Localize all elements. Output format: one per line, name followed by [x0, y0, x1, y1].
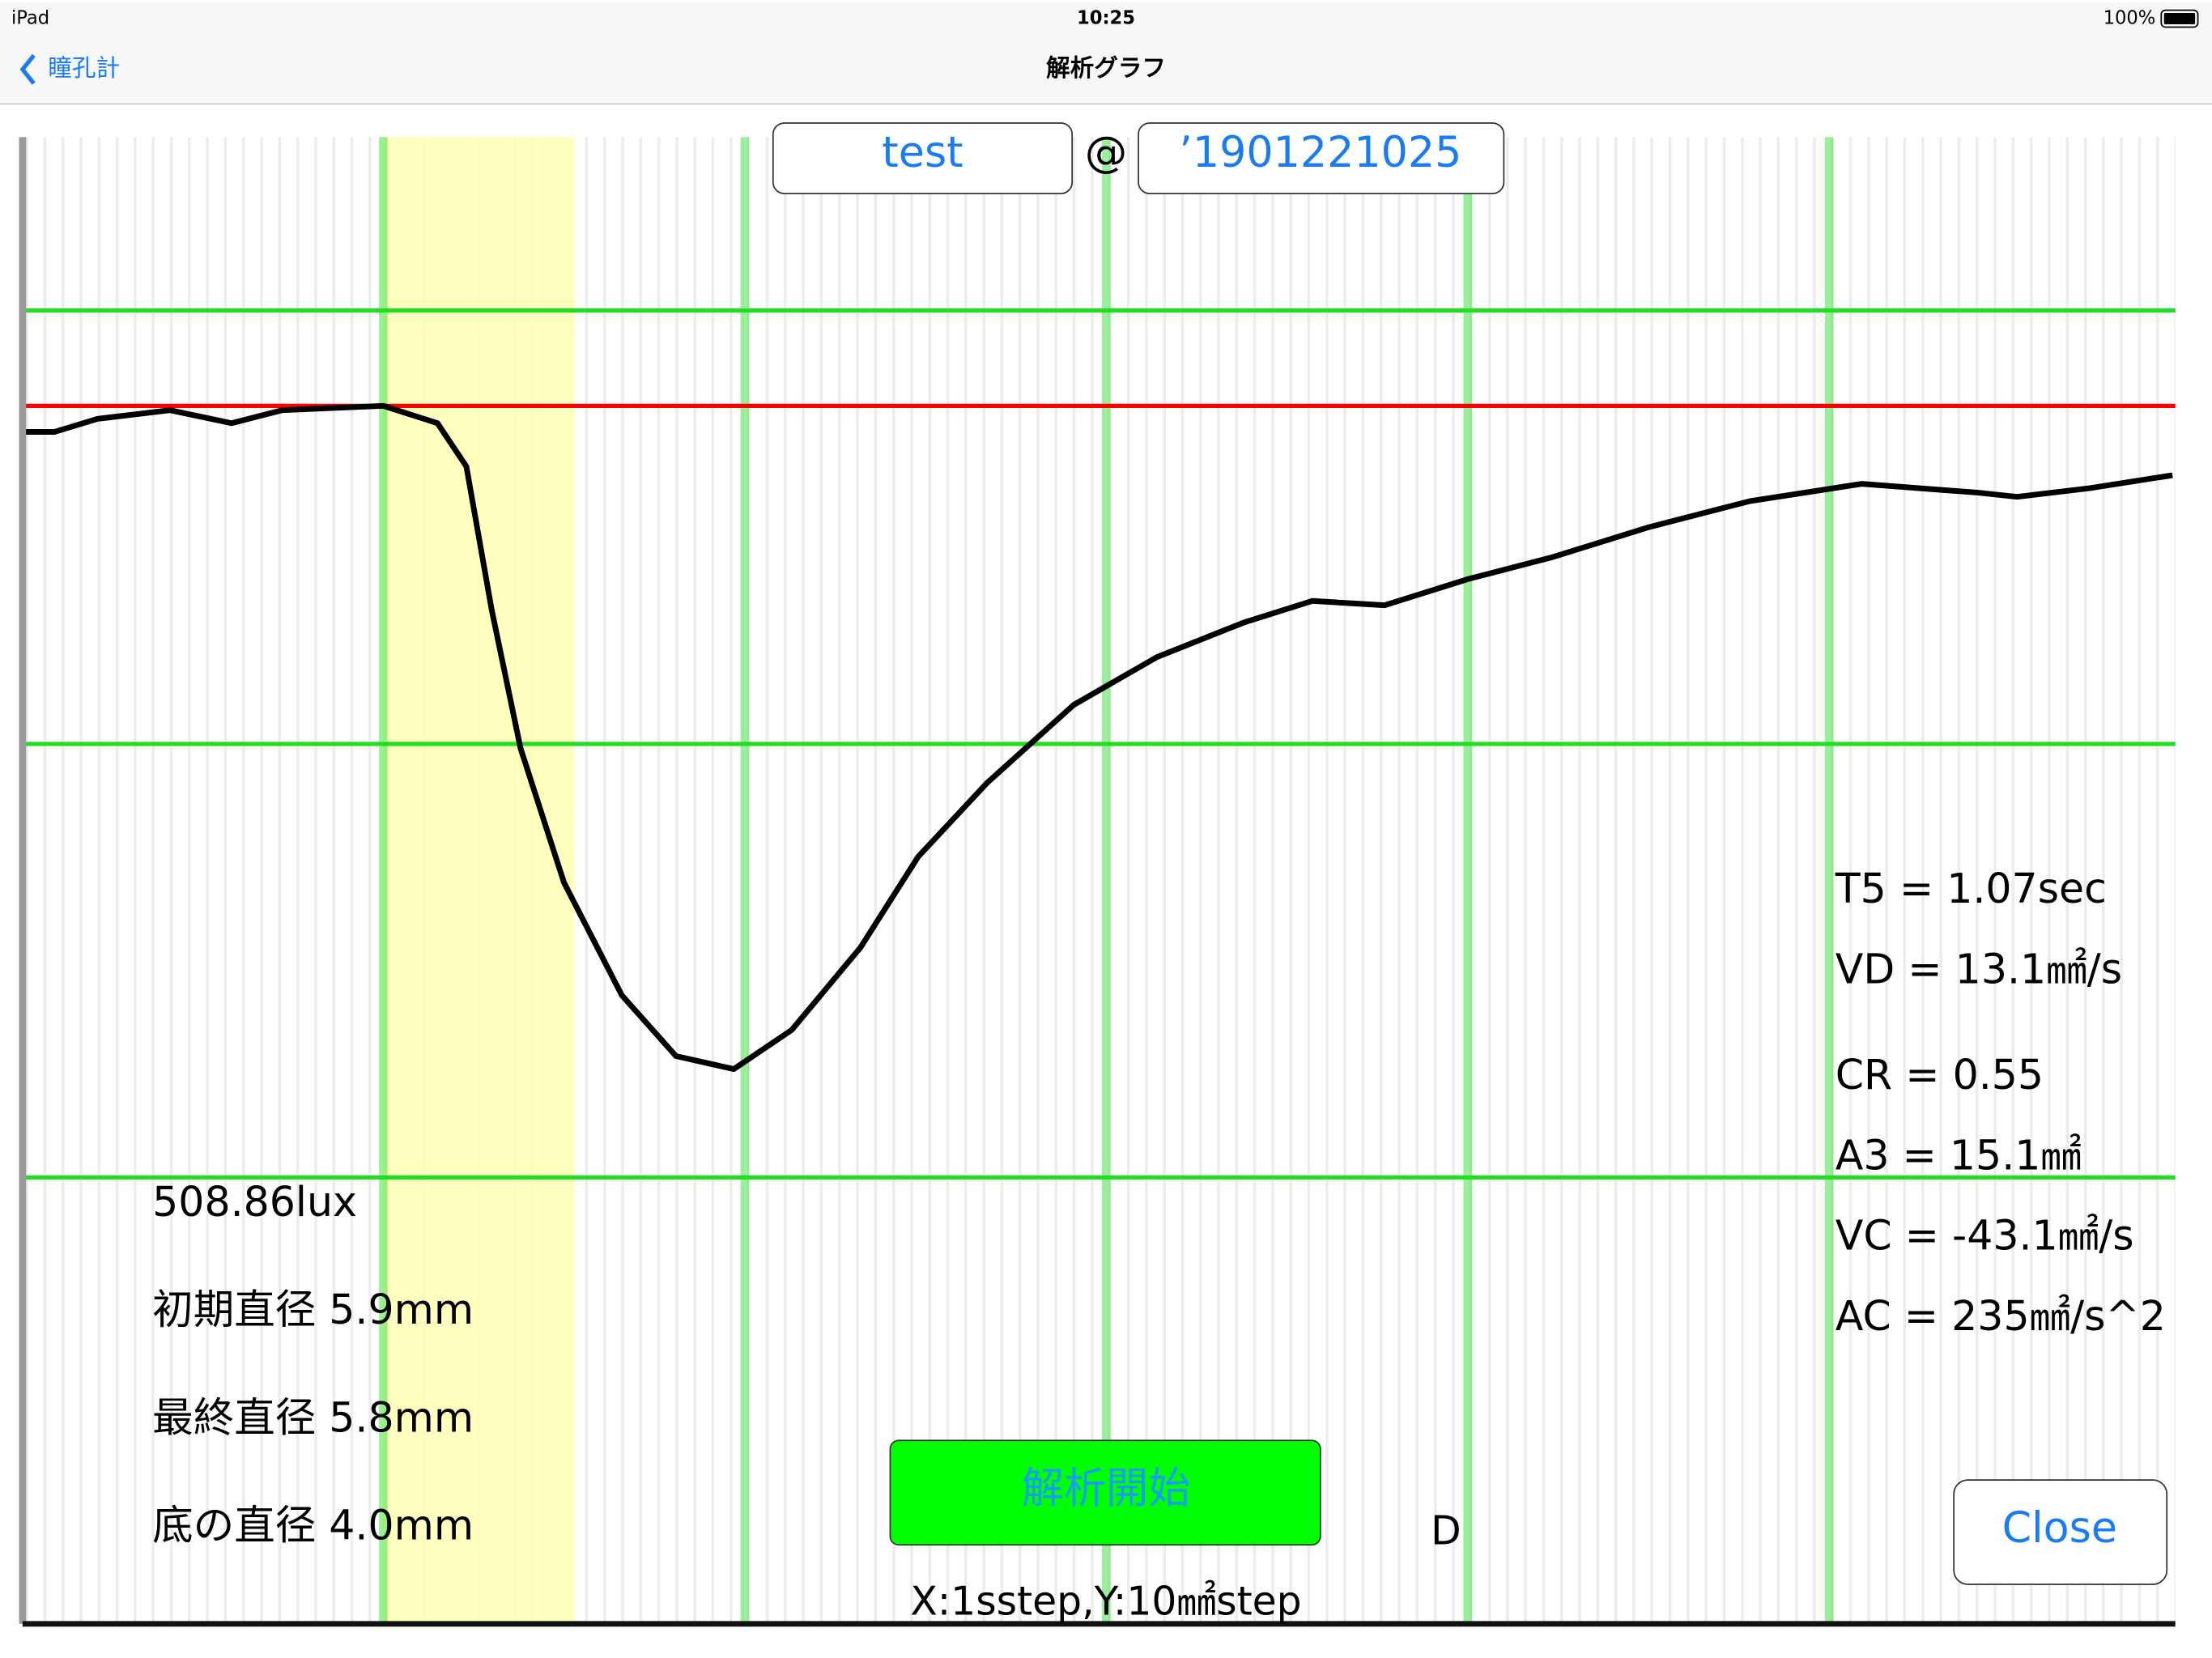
stimulus-band	[383, 137, 575, 1624]
battery-level	[2163, 13, 2196, 24]
stat: 最終直径 5.8mm	[152, 1393, 474, 1441]
stat: 底の直径 4.0mm	[152, 1502, 474, 1550]
back-button[interactable]: 瞳孔計	[48, 54, 120, 82]
id-value[interactable]: ’1901221025	[1179, 128, 1461, 177]
left-stats: 508.86lux 初期直径 5.9mm 最終直径 5.8mm 底の直径 4.0mm	[152, 1178, 474, 1550]
stat: VD = 13.1㎟/s	[1836, 945, 2122, 993]
time: 10:25	[1077, 8, 1135, 29]
name-value[interactable]: test	[882, 128, 963, 177]
pupil-curve	[25, 402, 2173, 1073]
id-field[interactable]	[1138, 122, 1505, 194]
stat: CR = 0.55	[1836, 1051, 2044, 1099]
battery-icon	[2160, 9, 2199, 28]
name-field[interactable]	[772, 122, 1074, 194]
back-arrow[interactable]	[19, 53, 36, 85]
analyze-button[interactable]	[889, 1439, 1321, 1546]
nav-title: 解析グラフ	[1046, 54, 1166, 82]
close-button[interactable]	[1953, 1479, 2168, 1585]
top-bar	[0, 2, 2212, 104]
scale-note: X:1sstep,Y:10㎟step	[910, 1578, 1301, 1624]
marker: D	[1431, 1507, 1461, 1554]
stat: AC = 235㎟/s^2	[1836, 1292, 2166, 1340]
device: iPad	[11, 8, 49, 29]
stat: 初期直径 5.9mm	[152, 1286, 474, 1333]
close-label[interactable]: Close	[2002, 1503, 2117, 1553]
stat: T5 = 1.07sec	[1835, 865, 2107, 912]
stat: A3 = 15.1㎟	[1836, 1131, 2082, 1179]
stat: 508.86lux	[152, 1178, 357, 1226]
analyze-label[interactable]: 解析開始	[1021, 1464, 1190, 1513]
battery-text: 100%	[2104, 8, 2156, 29]
stat: VC = -43.1㎟/s	[1836, 1212, 2134, 1260]
right-stats: T5 = 1.07sec VD = 13.1㎟/s CR = 0.55 A3 = 15…	[1835, 865, 2166, 1340]
plot	[25, 137, 2176, 1624]
separator: @	[1085, 128, 1127, 177]
